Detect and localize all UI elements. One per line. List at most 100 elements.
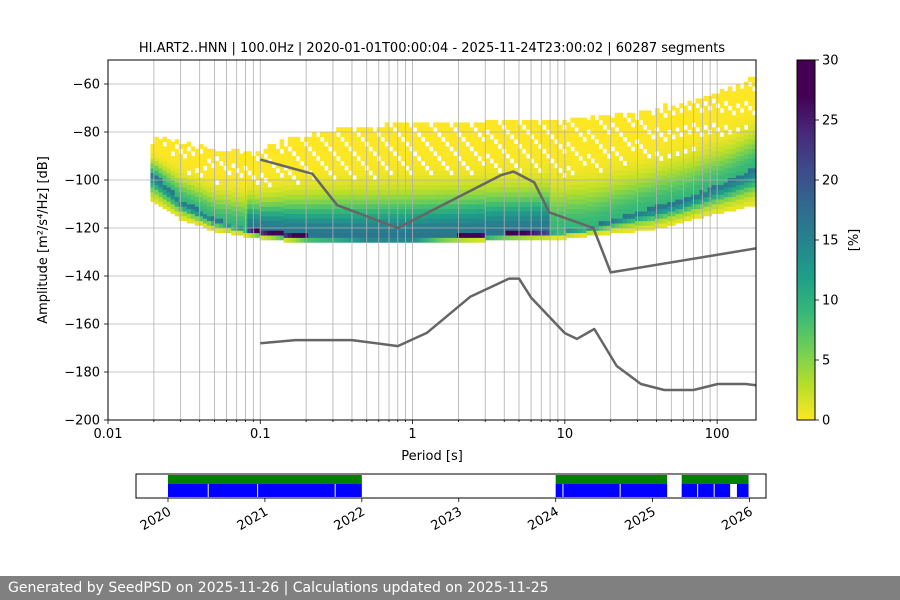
density-cell (477, 146, 482, 152)
density-cell (606, 163, 612, 169)
density-cell (659, 127, 664, 133)
density-cell (223, 213, 228, 219)
density-cell (485, 168, 491, 174)
density-cell (663, 218, 668, 224)
density-cell (166, 158, 172, 164)
density-cell (711, 199, 717, 205)
density-cell (275, 235, 281, 241)
density-cell (182, 206, 188, 212)
density-cell (190, 170, 196, 176)
density-cell (384, 156, 390, 162)
density-cell (412, 122, 418, 128)
density-cell (542, 196, 547, 202)
density-cell (449, 194, 454, 200)
density-cell (255, 165, 260, 171)
density-cell (606, 139, 612, 145)
density-cell (429, 237, 434, 243)
density-cell (412, 132, 418, 138)
density-cell (295, 204, 301, 210)
density-cell (663, 122, 668, 128)
density-cell (586, 230, 591, 236)
density-cell (154, 146, 160, 152)
density-cell (578, 232, 583, 238)
density-cell (380, 132, 386, 138)
density-cell (186, 199, 192, 205)
density-cell (263, 187, 269, 193)
data-availability-span (681, 475, 749, 484)
density-cell (550, 216, 555, 222)
density-cell (275, 182, 281, 188)
density-cell (550, 168, 555, 174)
density-cell (679, 175, 684, 181)
density-cell (497, 220, 503, 226)
density-cell (328, 132, 333, 138)
density-cell (396, 189, 402, 195)
density-cell (372, 156, 378, 162)
density-cell (291, 237, 297, 243)
density-cell (368, 228, 373, 234)
density-cell (695, 170, 700, 176)
density-cell (404, 170, 410, 176)
y-axis-ticks: −200−180−160−140−120−100−80−60 (64, 78, 108, 429)
density-cell (659, 213, 664, 219)
calculated-span (563, 484, 620, 497)
density-cell (291, 170, 297, 176)
density-cell (723, 163, 729, 169)
timeline-tick-label: 2025 (622, 504, 658, 534)
density-cell (263, 172, 269, 178)
density-cell (743, 120, 749, 126)
density-cell (315, 136, 321, 142)
density-cell (683, 120, 688, 126)
density-cell (683, 206, 688, 212)
density-cell (344, 184, 349, 190)
density-cell (513, 196, 519, 202)
density-cell (630, 175, 636, 181)
density-cell (473, 132, 478, 138)
density-cell (356, 136, 361, 142)
density-cell (566, 184, 571, 190)
density-cell (727, 187, 733, 193)
density-cell (550, 187, 555, 193)
density-cell (594, 216, 600, 222)
density-cell (715, 160, 721, 166)
density-cell (437, 165, 442, 171)
density-cell (384, 232, 390, 238)
density-cell (622, 156, 628, 162)
density-cell (445, 132, 450, 138)
density-cell (550, 148, 555, 154)
density-cell (263, 192, 269, 198)
density-cell (348, 160, 353, 166)
colorbar (796, 59, 816, 421)
density-cell (263, 168, 269, 174)
density-cell (614, 112, 620, 118)
density-cell (638, 124, 644, 130)
density-cell (388, 228, 394, 234)
density-cell (352, 160, 357, 166)
density-cell (287, 199, 293, 205)
density-cell (453, 204, 458, 210)
density-cell (747, 100, 753, 106)
footer-bar: Generated by SeedPSD on 2025-11-26 | Cal… (0, 576, 900, 600)
density-cell (219, 194, 224, 200)
density-cell (348, 204, 353, 210)
density-cell (699, 141, 705, 147)
density-cell (384, 204, 390, 210)
density-cell (493, 196, 499, 202)
density-cell (275, 206, 281, 212)
density-cell (194, 187, 200, 193)
density-cell (400, 141, 406, 147)
density-cell (158, 163, 164, 169)
density-cell (352, 237, 357, 243)
density-cell (735, 146, 741, 152)
density-cell (647, 182, 652, 188)
density-cell (457, 146, 462, 152)
density-cell (465, 132, 470, 138)
density-cell (642, 201, 648, 207)
density-cell (372, 165, 378, 171)
density-cell (570, 127, 575, 133)
density-cell (687, 168, 692, 174)
density-cell (558, 206, 563, 212)
density-cell (727, 91, 733, 97)
density-cell (315, 218, 321, 224)
density-cell (566, 208, 571, 214)
